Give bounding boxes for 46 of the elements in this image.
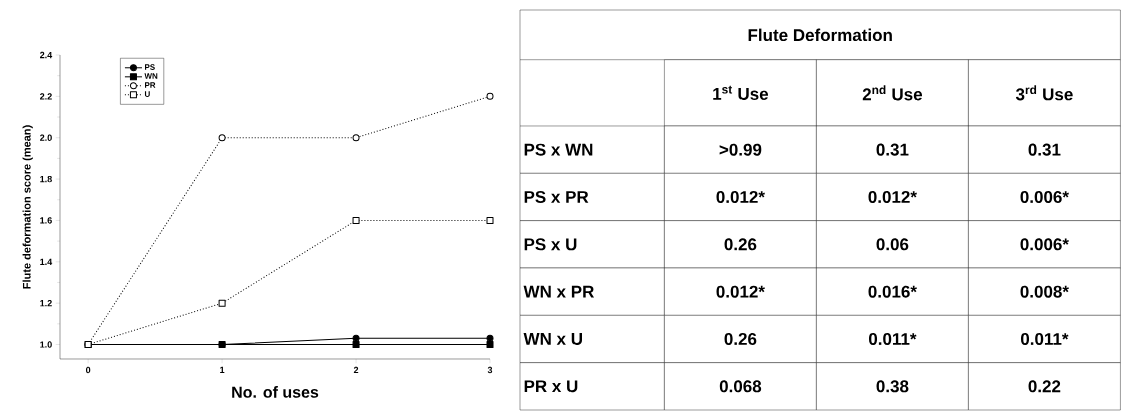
text: 0.22 (1028, 380, 1061, 393)
text: 0.011* (868, 332, 917, 346)
category-label: PS x PR (524, 190, 589, 204)
text: 0.011* (1020, 332, 1069, 346)
category-label: PS x WN (524, 143, 593, 156)
legend-label: PS (145, 64, 155, 70)
text: 0.31 (1028, 143, 1061, 156)
y-tick-label: 2.4 (40, 51, 53, 59)
text: 0.006* (1020, 190, 1069, 204)
y-tick-label: 1.0 (40, 341, 52, 348)
y-tick-label: 1.4 (40, 258, 53, 265)
text: 0.06 (876, 238, 909, 251)
category-label: WN x U (523, 333, 582, 345)
category-label: WN x PR (523, 285, 595, 298)
category-label: 3$^{rd}$ Use (1015, 85, 1073, 101)
y-tick-label: 1.6 (40, 217, 52, 224)
category-label: PS x U (524, 238, 577, 251)
text: 0.006* (1020, 238, 1069, 251)
y-tick-label: 2.0 (40, 134, 52, 141)
x-axis-title: No. of uses (232, 386, 319, 398)
legend-label: U (144, 91, 150, 97)
text: 0.012* (716, 190, 765, 204)
category-label: 2$^{nd}$ Use (862, 85, 923, 101)
category-label: 1$^{st}$ Use (713, 85, 769, 100)
text: 0.26 (724, 332, 757, 346)
text: 0.31 (876, 143, 909, 156)
x-tick-label: 3 (487, 366, 493, 374)
text: 0.26 (724, 238, 757, 251)
text: 0.38 (876, 380, 909, 393)
y-axis-title: Flute deformation score (mean) (22, 125, 33, 289)
y-tick-label: 2.2 (40, 93, 52, 100)
x-tick-label: 0 (85, 366, 91, 374)
x-tick-label: 1 (220, 366, 225, 373)
y-tick-label: 1.2 (40, 300, 52, 307)
text: 0.008* (1020, 285, 1069, 298)
text: >0.99 (719, 143, 762, 156)
text: 0.016* (868, 285, 917, 298)
x-tick-label: 2 (353, 366, 359, 374)
legend-label: WN (144, 73, 158, 79)
text: 0.012* (716, 285, 765, 298)
y-tick-label: 1.8 (40, 175, 52, 183)
legend-label: PR (145, 82, 156, 88)
text: 0.068 (719, 380, 762, 393)
category-label: PR x U (524, 380, 578, 393)
text: Flute Deformation (748, 28, 892, 42)
text: 0.012* (868, 190, 917, 204)
